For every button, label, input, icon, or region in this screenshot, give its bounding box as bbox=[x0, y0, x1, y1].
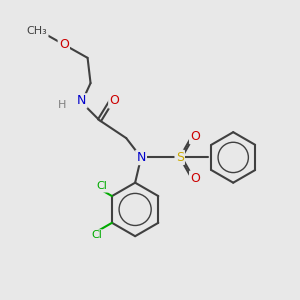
Text: CH₃: CH₃ bbox=[27, 26, 47, 36]
Text: Cl: Cl bbox=[91, 230, 102, 241]
Text: O: O bbox=[190, 130, 200, 143]
Text: S: S bbox=[176, 151, 184, 164]
Text: Cl: Cl bbox=[97, 182, 108, 191]
Text: O: O bbox=[190, 172, 200, 185]
Text: N: N bbox=[77, 94, 86, 107]
Text: N: N bbox=[136, 151, 146, 164]
Text: O: O bbox=[59, 38, 69, 51]
Text: H: H bbox=[58, 100, 67, 110]
Text: O: O bbox=[110, 94, 119, 107]
